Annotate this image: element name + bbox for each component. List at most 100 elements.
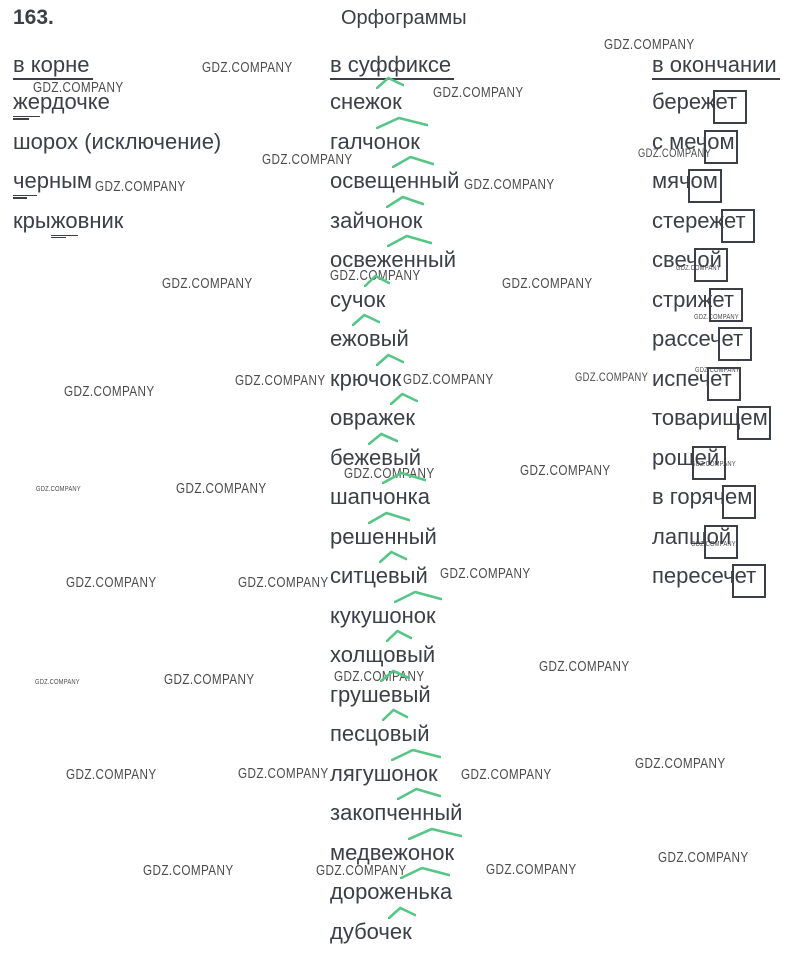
ending-box: [704, 129, 739, 164]
exercise-number: 163.: [13, 6, 54, 29]
word: кукушонок: [330, 590, 442, 630]
word: дубочек: [330, 906, 416, 946]
word-text: овражек: [330, 405, 415, 430]
word-ending: ет: [707, 365, 742, 401]
watermark: GDZ.COMPANY: [238, 765, 329, 782]
suffix-caret-icon: [394, 590, 442, 603]
watermark: GDZ.COMPANY: [66, 766, 157, 783]
word-text: галчонок: [330, 128, 420, 154]
column-ending: в окончании береж ет с меч ом мяч ом стереж ет с…: [652, 52, 780, 598]
column-suffix: в суффиксе снежок галчонок освещенный зайчо…: [330, 52, 462, 944]
word-part: рдочке: [39, 89, 110, 114]
word-stem: пересеч: [652, 563, 735, 588]
watermark: GDZ.COMPANY: [658, 849, 749, 866]
suffix-caret-icon: [397, 787, 441, 800]
watermark: GDZ.COMPANY: [143, 862, 234, 879]
column-header-suffix: в суффиксе: [330, 52, 455, 80]
word: холщовый: [330, 629, 435, 669]
word-stem: свеч: [652, 247, 698, 272]
ending-box: [703, 524, 738, 559]
watermark: GDZ.COMPANY: [638, 146, 712, 160]
word-text: зайчонок: [330, 207, 423, 233]
word-stem: мяч: [652, 168, 691, 193]
suffix-caret-icon: [391, 748, 441, 761]
watermark: GDZ.COMPANY: [502, 275, 593, 292]
watermark: GDZ.COMPANY: [403, 371, 494, 388]
word-part: шорох (исключение): [13, 128, 222, 154]
word-text: песцовый: [330, 721, 430, 746]
word: крючок: [330, 353, 404, 393]
word-text: освеженный: [330, 247, 457, 272]
column-header-ending: в окончании: [652, 52, 780, 80]
word: испеч ет: [652, 365, 742, 401]
word: жердочке: [13, 88, 110, 120]
word-text: крючок: [330, 365, 402, 391]
column-root: в корне жердочке шорох (исключение) черным…: [13, 52, 221, 238]
orthogram-underline: че: [13, 167, 37, 199]
word: мяч ом: [652, 167, 722, 203]
word-text: закопченный: [330, 800, 463, 825]
suffix-caret-icon: [386, 195, 424, 208]
word-text: шапчонка: [330, 484, 430, 509]
word: сучок: [330, 274, 390, 314]
word: товарищ ем: [652, 404, 772, 440]
word-text: грушевый: [330, 681, 431, 707]
word-text: кукушонок: [330, 602, 436, 628]
ending-box: [709, 287, 744, 322]
orthogram-underline: же: [13, 88, 40, 120]
word-ending: ем: [721, 483, 756, 519]
ending-box: [691, 445, 726, 480]
ending-box: [721, 485, 756, 519]
watermark: GDZ.COMPANY: [202, 59, 293, 76]
word: песцовый: [330, 708, 430, 748]
ending-box: [687, 169, 722, 203]
word-ending: ой: [703, 523, 738, 559]
suffix-caret-icon: [386, 629, 412, 642]
suffix-caret-icon: [376, 116, 428, 129]
word-stem: испеч: [652, 365, 711, 391]
word: грушевый: [330, 669, 431, 709]
word: шорох (исключение): [13, 128, 221, 156]
watermark: GDZ.COMPANY: [162, 275, 253, 292]
suffix-caret-icon: [400, 866, 450, 879]
watermark: GDZ.COMPANY: [95, 178, 186, 195]
word-text: ежовый: [330, 326, 409, 351]
suffix-caret-icon: [382, 708, 408, 721]
suffix-caret-icon: [376, 76, 404, 89]
word-ending: ет: [721, 207, 756, 243]
page-title: Орфограммы: [341, 7, 467, 29]
watermark: GDZ.COMPANY: [316, 862, 407, 879]
watermark: GDZ.COMPANY: [164, 671, 255, 688]
word-part: кры: [13, 207, 51, 233]
word-text: ситцевый: [330, 563, 428, 588]
suffix-caret-icon: [388, 906, 416, 919]
word: снежок: [330, 76, 404, 116]
word-stem: товарищ: [652, 405, 741, 430]
watermark: GDZ.COMPANY: [691, 539, 736, 548]
word-text: дубочек: [330, 918, 412, 944]
word-stem: стереж: [652, 207, 725, 233]
ending-box: [731, 564, 766, 598]
suffix-caret-icon: [408, 827, 462, 840]
word-text: лягушонок: [330, 760, 438, 786]
word: свеч ой: [652, 246, 729, 282]
word-stem: рощ: [652, 444, 695, 470]
word: рассеч ет: [652, 325, 753, 361]
watermark: GDZ.COMPANY: [334, 668, 425, 685]
word-stem: в горяч: [652, 484, 725, 509]
watermark: GDZ.COMPANY: [694, 312, 739, 321]
word-ending: ом: [704, 128, 739, 164]
watermark: GDZ.COMPANY: [35, 677, 80, 686]
watermark: GDZ.COMPANY: [440, 565, 531, 582]
watermark: GDZ.COMPANY: [695, 365, 740, 374]
word: крыжовник: [13, 207, 123, 238]
word: в горяч ем: [652, 483, 756, 519]
ending-box: [712, 90, 747, 124]
suffix-caret-icon: [387, 234, 432, 247]
word: шапчонка: [330, 471, 430, 511]
word-ending: ет: [712, 88, 747, 124]
word: бежевый: [330, 432, 421, 472]
suffix-caret-icon: [390, 392, 418, 405]
